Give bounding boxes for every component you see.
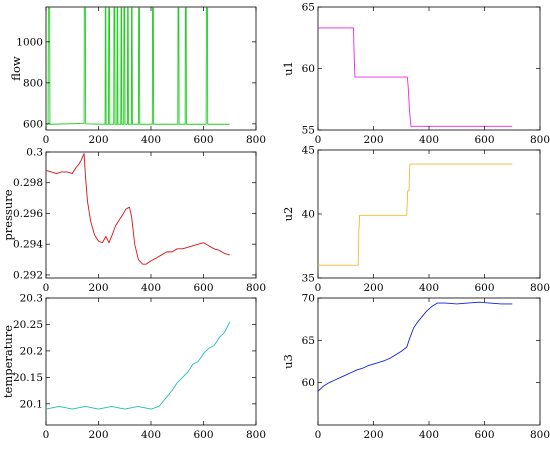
series-line xyxy=(46,153,230,265)
series-line xyxy=(46,321,231,410)
x-tick-label: 0 xyxy=(315,134,322,146)
plot-frame xyxy=(317,6,541,131)
plot-frame xyxy=(45,6,257,131)
x-tick-label: 200 xyxy=(363,134,383,146)
y-tick-label: 0.292 xyxy=(13,269,43,281)
x-tick-label: 200 xyxy=(88,134,108,146)
x-tick-label: 800 xyxy=(530,282,550,294)
y-tick-label: 45 xyxy=(302,145,315,157)
x-tick-label: 0 xyxy=(43,134,50,146)
y-tick-label: 40 xyxy=(302,209,315,221)
plot-frame xyxy=(45,151,257,279)
x-tick-label: 400 xyxy=(141,429,161,441)
y-axis-label: flow xyxy=(9,56,23,81)
x-tick-label: 0 xyxy=(43,282,50,294)
y-tick-label: 35 xyxy=(302,273,315,285)
x-tick-label: 800 xyxy=(246,282,266,294)
y-tick-label: 60 xyxy=(302,63,315,75)
y-tick-label: 70 xyxy=(302,293,315,305)
y-axis-label: u1 xyxy=(281,61,295,76)
y-tick-label: 65 xyxy=(302,2,315,14)
chart-temperature: 0 200 400 600 800 20.1 20.15 20.2 20.25 20.3 tempe… xyxy=(1,293,266,442)
y-tick-label: 600 xyxy=(23,118,43,130)
x-tick-label: 600 xyxy=(193,282,213,294)
plot-frame xyxy=(45,297,257,426)
series-line xyxy=(46,7,230,125)
x-tick-label: 600 xyxy=(474,134,494,146)
y-tick-label: 20.1 xyxy=(20,398,43,410)
y-axis-label: u2 xyxy=(281,207,295,222)
x-tick-label: 600 xyxy=(193,134,213,146)
x-tick-label: 600 xyxy=(193,429,213,441)
y-tick-label: 0.296 xyxy=(13,208,43,220)
x-tick-label: 0 xyxy=(43,429,50,441)
y-tick-label: 55 xyxy=(302,125,315,137)
x-tick-label: 200 xyxy=(88,429,108,441)
y-axis-label: temperature xyxy=(1,325,15,398)
x-tick-label: 800 xyxy=(246,134,266,146)
chart-u1: 0 200 400 600 800 55 60 65 u1 xyxy=(281,2,550,147)
y-tick-label: 20.3 xyxy=(20,293,43,305)
x-tick-label: 800 xyxy=(530,134,550,146)
x-tick-label: 200 xyxy=(363,429,383,441)
x-tick-label: 400 xyxy=(141,282,161,294)
x-tick-label: 200 xyxy=(363,282,383,294)
y-tick-label: 0.294 xyxy=(13,239,43,251)
chart-u2: 0 200 400 600 800 35 40 45 u2 xyxy=(281,145,550,295)
chart-pressure: 0 200 400 600 800 0.292 0.294 0.296 0.298 0.3 pres… xyxy=(1,147,266,295)
y-axis-label: pressure xyxy=(1,189,15,240)
chart-u3: 0 200 400 600 800 60 65 70 u3 xyxy=(281,293,550,442)
series-line xyxy=(318,27,513,127)
x-tick-label: 200 xyxy=(88,282,108,294)
x-tick-label: 400 xyxy=(141,134,161,146)
x-tick-label: 600 xyxy=(474,429,494,441)
x-tick-label: 400 xyxy=(419,282,439,294)
series-line xyxy=(318,301,513,392)
plot-frame xyxy=(317,149,541,279)
chart-flow: 0 200 400 600 800 600 800 1000 flow xyxy=(9,6,266,146)
y-tick-label: 1000 xyxy=(16,36,43,48)
y-tick-label: 20.2 xyxy=(20,345,43,357)
x-tick-label: 400 xyxy=(419,429,439,441)
x-tick-label: 800 xyxy=(246,429,266,441)
y-tick-label: 0.3 xyxy=(26,147,43,159)
series-line xyxy=(318,163,513,266)
y-tick-label: 20.25 xyxy=(13,319,43,331)
y-tick-label: 20.15 xyxy=(13,372,43,384)
x-tick-label: 0 xyxy=(315,282,322,294)
plot-frame xyxy=(317,297,541,426)
x-tick-label: 400 xyxy=(419,134,439,146)
x-tick-label: 0 xyxy=(315,429,322,441)
y-tick-label: 800 xyxy=(23,77,43,89)
x-tick-label: 800 xyxy=(530,429,550,441)
y-axis-label: u3 xyxy=(281,354,295,369)
y-tick-label: 0.298 xyxy=(13,177,43,189)
y-tick-label: 65 xyxy=(302,335,315,347)
x-tick-label: 600 xyxy=(474,282,494,294)
y-tick-label: 60 xyxy=(302,377,315,389)
